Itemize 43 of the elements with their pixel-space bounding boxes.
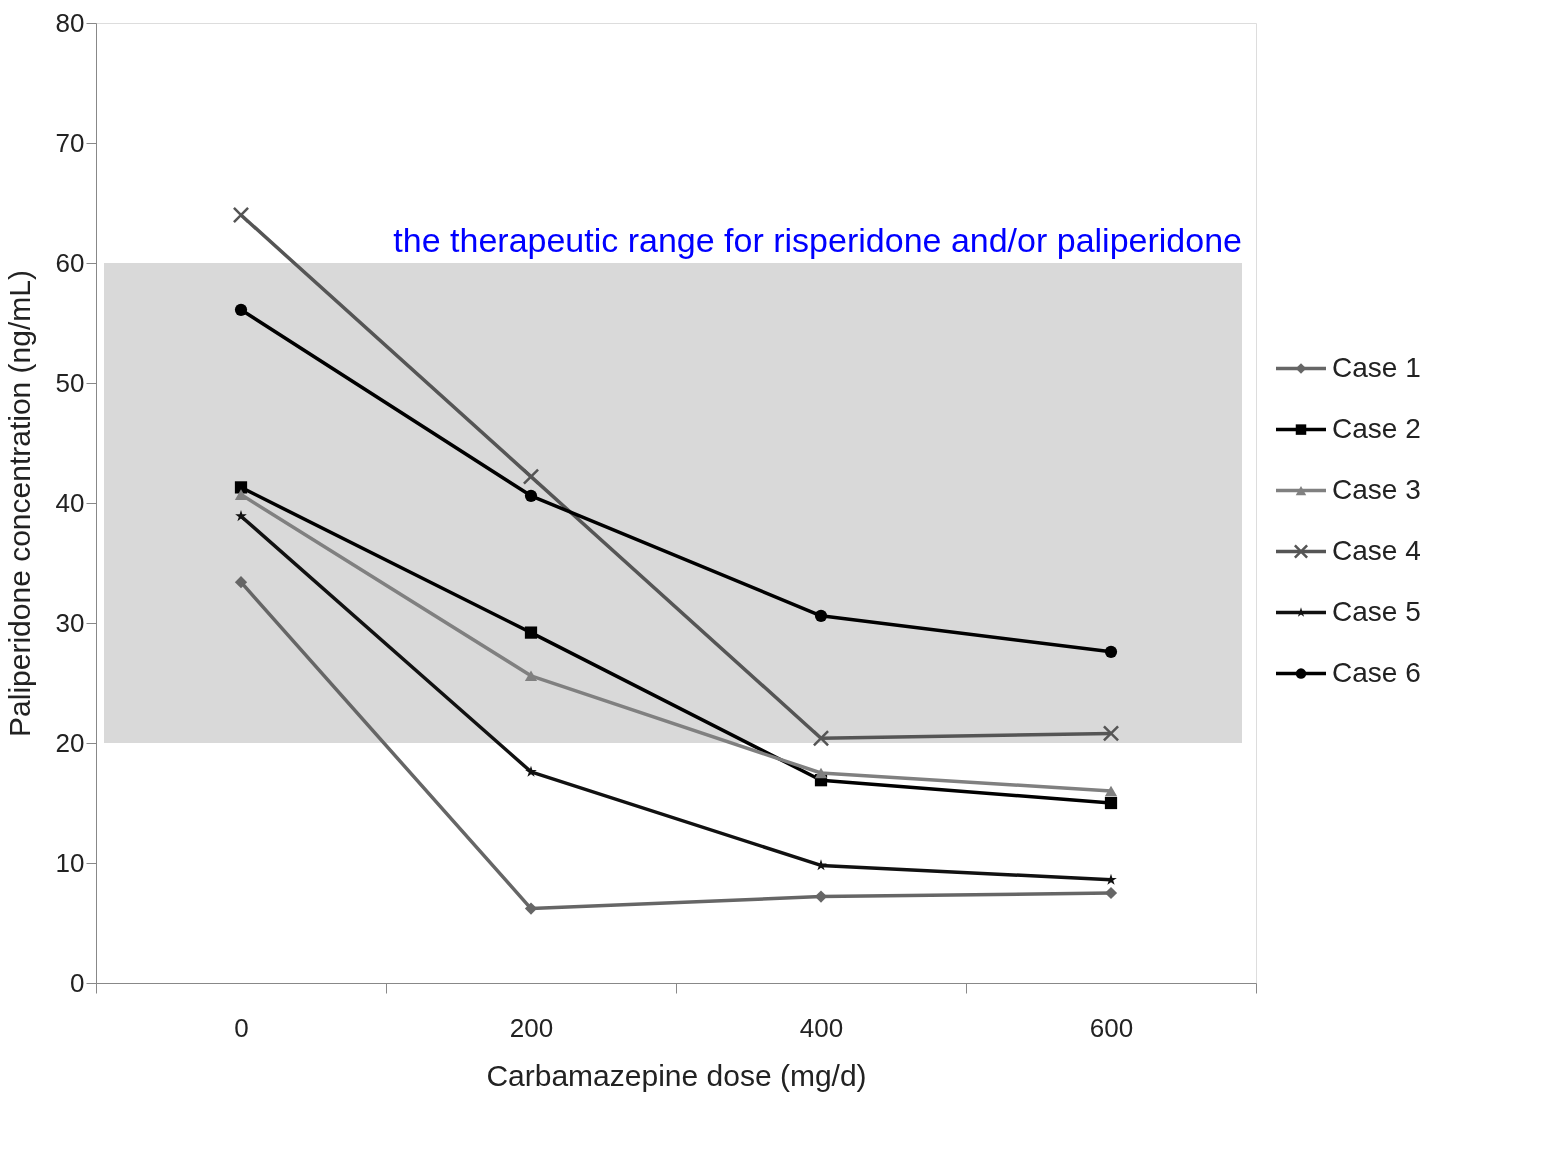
y-tick-label: 50 — [55, 367, 85, 398]
point — [814, 767, 828, 779]
point — [235, 510, 247, 522]
y-tick-label: 40 — [55, 487, 85, 518]
point — [522, 468, 540, 485]
point — [232, 206, 250, 224]
point — [234, 481, 248, 494]
band-label: the therapeutic range for risperidone and/or paliperidone — [393, 221, 1242, 259]
point — [524, 670, 538, 682]
point — [524, 626, 538, 639]
legend-label: Case 5 — [1332, 595, 1421, 627]
point — [234, 489, 248, 500]
y-tick-label: 10 — [55, 847, 85, 878]
x-axis-title: Carbamazepine dose (mg/d) — [486, 1058, 867, 1092]
x-tick-label: 400 — [799, 1012, 844, 1043]
x-tick-label: 200 — [509, 1012, 554, 1043]
point — [234, 576, 248, 589]
y-tick-label: 60 — [55, 247, 85, 278]
point — [1104, 886, 1118, 900]
legend-label: Case 2 — [1332, 412, 1421, 444]
point — [234, 303, 248, 316]
point — [1102, 725, 1120, 742]
x-tick-label: 0 — [234, 1012, 249, 1043]
point — [524, 489, 538, 502]
point — [525, 765, 537, 777]
point — [1104, 796, 1118, 810]
x-tick-label: 600 — [1089, 1012, 1134, 1043]
legend-label: Case 1 — [1332, 351, 1421, 383]
point — [1104, 785, 1118, 797]
y-tick-label: 20 — [55, 727, 85, 758]
y-axis-title: Paliperidone concentration (ng/mL) — [2, 270, 36, 737]
legend-label: Case 3 — [1332, 473, 1421, 505]
y-tick-label: 80 — [55, 7, 85, 38]
y-tick-label: 30 — [55, 607, 85, 638]
legend-label: Case 4 — [1332, 534, 1421, 566]
point — [814, 890, 828, 903]
point — [812, 729, 830, 747]
point — [524, 902, 538, 915]
y-tick-label: 0 — [70, 967, 85, 998]
point — [1104, 645, 1118, 658]
legend-label: Case 6 — [1332, 656, 1421, 688]
y-tick-label: 70 — [55, 127, 85, 158]
point — [814, 609, 828, 622]
